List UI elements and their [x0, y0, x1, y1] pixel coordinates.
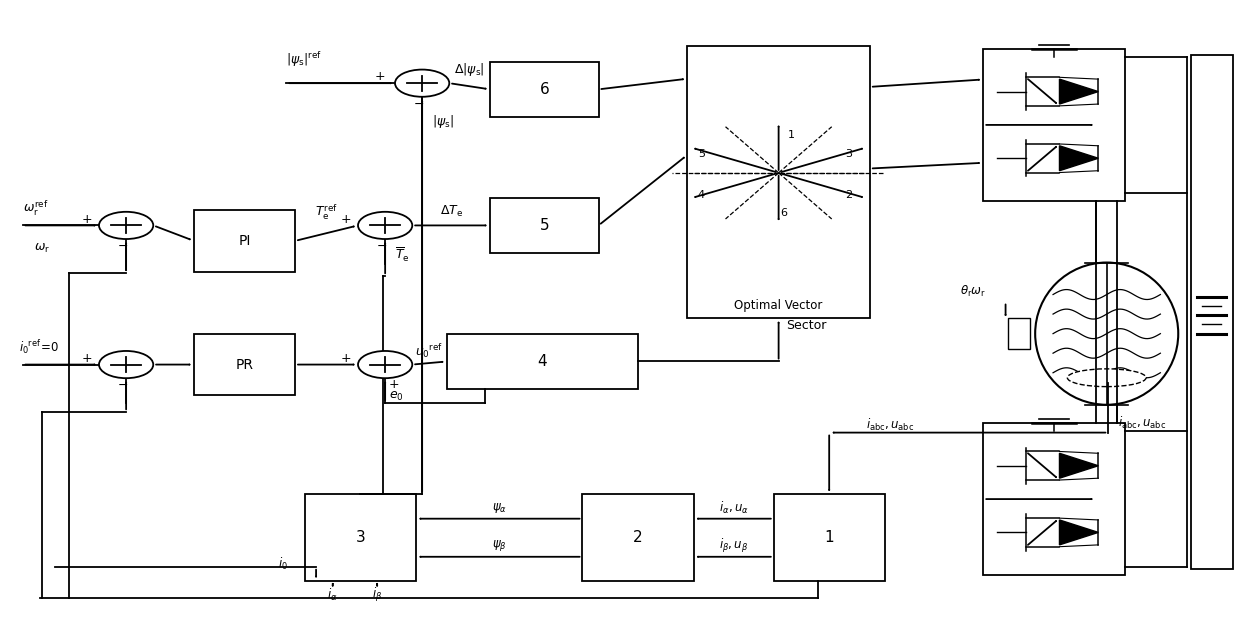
Text: $-$: $-$ [116, 239, 128, 251]
Text: $\theta_\mathrm{r}\omega_\mathrm{r}$: $\theta_\mathrm{r}\omega_\mathrm{r}$ [960, 283, 986, 298]
Text: 4: 4 [538, 354, 548, 369]
Text: $i_\mathrm{abc},u_\mathrm{abc}$: $i_\mathrm{abc},u_\mathrm{abc}$ [1118, 415, 1166, 431]
Text: 1: 1 [788, 130, 794, 140]
Text: $-$: $-$ [413, 97, 424, 109]
Polygon shape [1059, 79, 1098, 104]
Text: 4: 4 [698, 190, 705, 200]
Text: 6: 6 [539, 82, 549, 97]
Ellipse shape [1035, 263, 1178, 405]
Text: $i_\beta,u_\beta$: $i_\beta,u_\beta$ [719, 537, 748, 555]
Polygon shape [1059, 520, 1098, 545]
Text: $i_\beta$: $i_\beta$ [372, 586, 383, 603]
Polygon shape [1059, 453, 1098, 478]
Text: $\psi_\alpha$: $\psi_\alpha$ [492, 500, 507, 515]
FancyBboxPatch shape [447, 334, 638, 389]
FancyBboxPatch shape [688, 46, 870, 318]
Text: $i_0{}^\mathrm{ref}\!=\!0$: $i_0{}^\mathrm{ref}\!=\!0$ [19, 338, 58, 356]
Circle shape [99, 212, 154, 239]
FancyBboxPatch shape [773, 494, 885, 581]
Text: 3: 3 [356, 530, 366, 545]
FancyBboxPatch shape [582, 494, 694, 581]
FancyBboxPatch shape [195, 334, 295, 396]
Text: +: + [82, 352, 92, 365]
Text: 6: 6 [781, 208, 787, 218]
FancyBboxPatch shape [1191, 55, 1233, 569]
Text: +: + [389, 378, 399, 391]
Text: Optimal Vector: Optimal Vector [735, 300, 823, 313]
Text: Sector: Sector [786, 319, 826, 332]
Text: 5: 5 [698, 149, 705, 159]
Text: $i_\alpha,u_\alpha$: $i_\alpha,u_\alpha$ [719, 499, 748, 515]
Circle shape [358, 212, 413, 239]
Text: $i_0$: $i_0$ [278, 555, 287, 572]
Text: +: + [341, 213, 351, 226]
Text: $T_\mathrm{e}^\mathrm{ref}$: $T_\mathrm{e}^\mathrm{ref}$ [315, 202, 338, 222]
Text: $e_0$: $e_0$ [389, 390, 404, 403]
Text: $\omega_\mathrm{r}^\mathrm{ref}$: $\omega_\mathrm{r}^\mathrm{ref}$ [22, 198, 48, 218]
Text: 1: 1 [824, 530, 834, 545]
FancyBboxPatch shape [489, 62, 598, 117]
Text: $|\psi_\mathrm{s}|^\mathrm{ref}$: $|\psi_\mathrm{s}|^\mathrm{ref}$ [286, 50, 322, 69]
Circle shape [395, 69, 450, 97]
FancyBboxPatch shape [984, 423, 1125, 575]
FancyBboxPatch shape [1009, 318, 1031, 349]
Circle shape [99, 351, 154, 378]
Text: $\Delta T_\mathrm{e}$: $\Delta T_\mathrm{e}$ [440, 204, 462, 220]
Text: PR: PR [235, 358, 254, 371]
Text: $i_\alpha$: $i_\alpha$ [327, 587, 338, 603]
Text: +: + [341, 352, 351, 365]
Text: $i_\mathrm{abc},u_\mathrm{abc}$: $i_\mathrm{abc},u_\mathrm{abc}$ [866, 417, 914, 433]
Text: $-$: $-$ [116, 378, 128, 391]
Text: +: + [375, 71, 385, 84]
Text: $\psi_\beta$: $\psi_\beta$ [492, 538, 507, 553]
Text: 2: 2 [845, 190, 852, 200]
Polygon shape [1059, 146, 1098, 171]
Circle shape [358, 351, 413, 378]
Text: $\omega_\mathrm{r}$: $\omega_\mathrm{r}$ [33, 242, 50, 255]
Ellipse shape [1067, 369, 1146, 387]
Text: $u_0{}^\mathrm{ref}$: $u_0{}^\mathrm{ref}$ [415, 342, 444, 360]
Text: 3: 3 [845, 149, 852, 159]
FancyBboxPatch shape [195, 210, 295, 272]
FancyBboxPatch shape [984, 49, 1125, 201]
FancyBboxPatch shape [489, 198, 598, 253]
Text: +: + [82, 213, 92, 226]
Text: $\overline{T}_\mathrm{e}$: $\overline{T}_\mathrm{e}$ [395, 245, 410, 263]
Text: $\Delta|\psi_\mathrm{s}|$: $\Delta|\psi_\mathrm{s}|$ [455, 61, 484, 78]
Text: $|\psi_\mathrm{s}|$: $|\psi_\mathrm{s}|$ [432, 113, 453, 130]
Text: PI: PI [238, 234, 250, 248]
Text: 2: 2 [633, 530, 643, 545]
Text: $-$: $-$ [375, 239, 387, 251]
Text: 5: 5 [539, 218, 549, 233]
FancyBboxPatch shape [305, 494, 416, 581]
